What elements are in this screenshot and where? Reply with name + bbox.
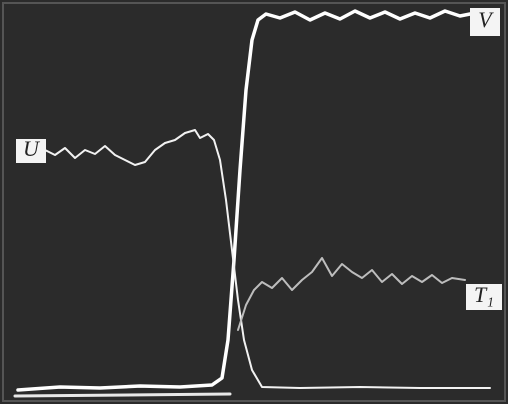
screen-background — [0, 0, 508, 404]
u-label: U — [23, 136, 41, 161]
baseline-trace — [15, 394, 230, 396]
t1-label: T₁ — [474, 282, 494, 307]
oscilloscope-screen: U V T₁ — [0, 0, 508, 404]
